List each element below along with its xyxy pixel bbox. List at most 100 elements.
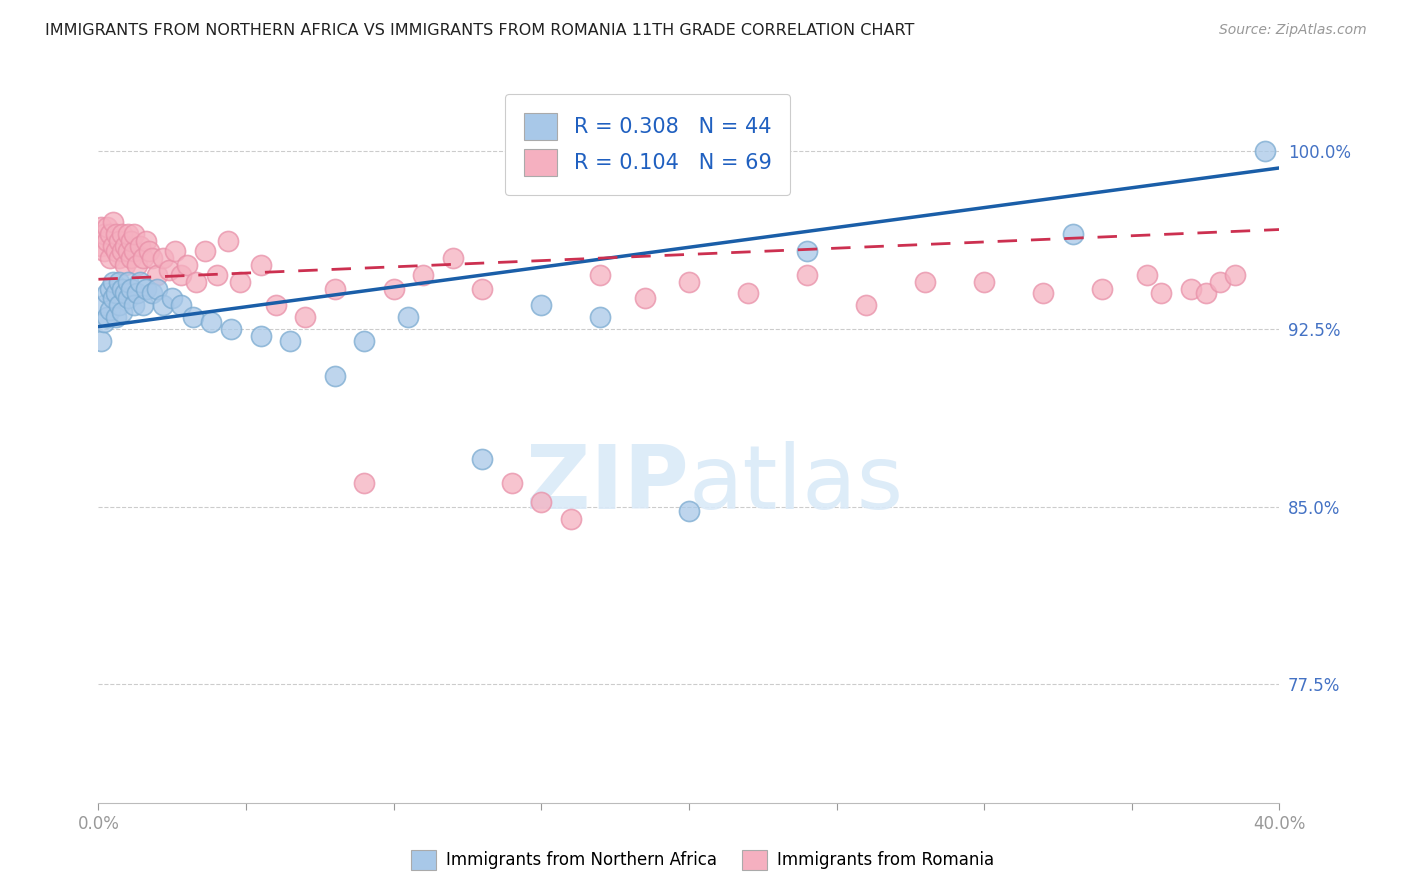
Point — [560, 511, 582, 525]
Point — [98, 303, 121, 318]
Point — [105, 310, 128, 325]
Point — [157, 262, 180, 277]
Point — [146, 268, 169, 282]
Point — [93, 315, 115, 329]
Point — [530, 495, 553, 509]
Point — [152, 251, 174, 265]
Point — [132, 251, 155, 265]
Point — [105, 227, 128, 242]
Point — [589, 310, 612, 325]
Point — [181, 310, 204, 325]
Point — [1032, 286, 1054, 301]
Point — [914, 275, 936, 289]
Point — [170, 298, 193, 312]
Point — [135, 235, 157, 249]
Point — [1225, 268, 1247, 282]
Point — [1195, 286, 1218, 301]
Point — [353, 475, 375, 490]
Point — [398, 310, 420, 325]
Point — [128, 239, 150, 253]
Point — [441, 251, 464, 265]
Point — [501, 475, 523, 490]
Point — [323, 282, 346, 296]
Point — [1136, 268, 1159, 282]
Point — [138, 244, 160, 258]
Point — [114, 286, 136, 301]
Text: ZIP: ZIP — [526, 442, 689, 528]
Point — [117, 227, 139, 242]
Point — [205, 268, 228, 282]
Point — [122, 227, 145, 242]
Point — [96, 220, 118, 235]
Point — [412, 268, 434, 282]
Point — [117, 275, 139, 289]
Point — [382, 282, 405, 296]
Point — [294, 310, 316, 325]
Point — [1209, 275, 1232, 289]
Point — [796, 244, 818, 258]
Point — [103, 239, 125, 253]
Point — [93, 227, 115, 242]
Point — [141, 286, 163, 301]
Point — [217, 235, 239, 249]
Point — [108, 235, 131, 249]
Point — [96, 235, 118, 249]
Point — [170, 268, 193, 282]
Point — [280, 334, 302, 348]
Point — [125, 286, 148, 301]
Point — [634, 291, 657, 305]
Point — [125, 258, 148, 272]
Point — [111, 244, 134, 258]
Point — [114, 239, 136, 253]
Point — [120, 251, 142, 265]
Point — [678, 504, 700, 518]
Point — [737, 286, 759, 301]
Point — [184, 275, 207, 289]
Point — [1091, 282, 1114, 296]
Point — [93, 298, 115, 312]
Point — [323, 369, 346, 384]
Point — [96, 286, 118, 301]
Point — [114, 258, 136, 272]
Point — [855, 298, 877, 312]
Point — [1254, 145, 1277, 159]
Point — [1062, 227, 1084, 242]
Point — [105, 244, 128, 258]
Point — [122, 244, 145, 258]
Point — [229, 275, 252, 289]
Point — [141, 251, 163, 265]
Point — [111, 305, 134, 319]
Point — [152, 298, 174, 312]
Point — [128, 275, 150, 289]
Point — [111, 282, 134, 296]
Point — [221, 322, 243, 336]
Point — [96, 310, 118, 325]
Point — [176, 258, 198, 272]
Point — [105, 286, 128, 301]
Point — [973, 275, 995, 289]
Point — [796, 268, 818, 282]
Point — [117, 291, 139, 305]
Point — [162, 291, 183, 305]
Text: IMMIGRANTS FROM NORTHERN AFRICA VS IMMIGRANTS FROM ROMANIA 11TH GRADE CORRELATIO: IMMIGRANTS FROM NORTHERN AFRICA VS IMMIG… — [45, 23, 914, 38]
Legend: R = 0.308   N = 44, R = 0.104   N = 69: R = 0.308 N = 44, R = 0.104 N = 69 — [505, 95, 790, 194]
Point — [589, 268, 612, 282]
Point — [471, 282, 494, 296]
Point — [103, 275, 125, 289]
Point — [108, 275, 131, 289]
Text: atlas: atlas — [689, 442, 904, 528]
Point — [471, 452, 494, 467]
Point — [250, 258, 273, 272]
Point — [146, 282, 169, 296]
Point — [194, 244, 217, 258]
Point — [250, 329, 273, 343]
Point — [90, 239, 112, 253]
Point — [132, 298, 155, 312]
Point — [117, 244, 139, 258]
Point — [108, 251, 131, 265]
Point — [135, 282, 157, 296]
Point — [122, 298, 145, 312]
Point — [353, 334, 375, 348]
Point — [264, 298, 287, 312]
Point — [98, 251, 121, 265]
